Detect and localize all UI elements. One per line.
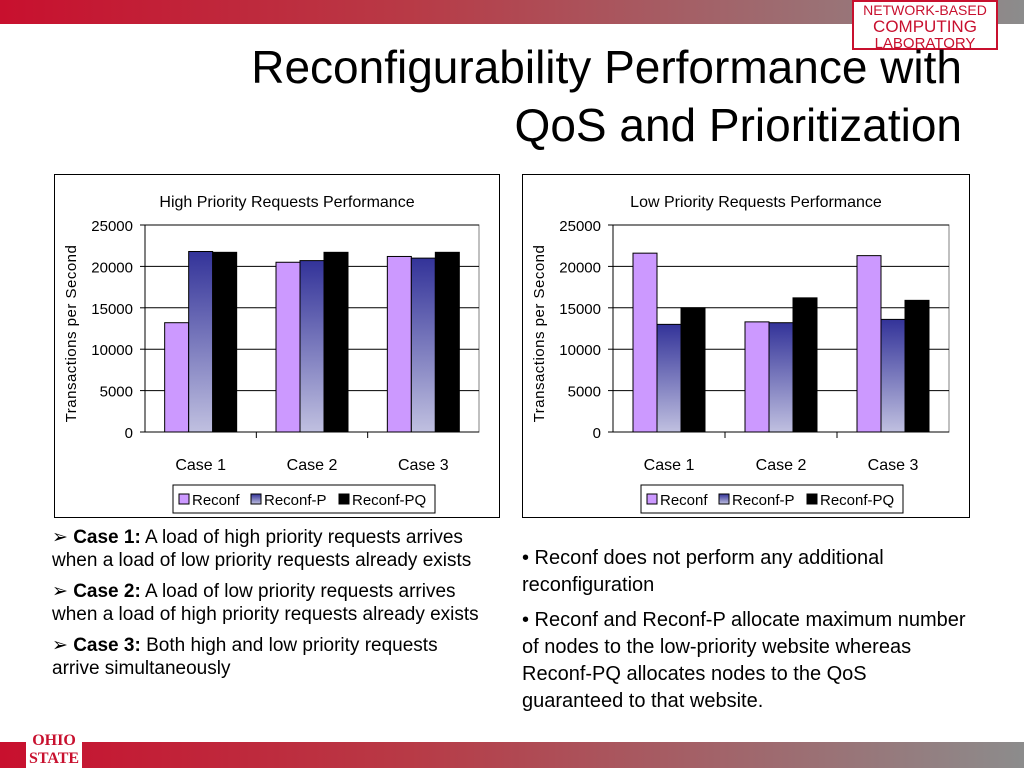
y-tick-label: 15000 — [559, 301, 601, 318]
y-tick-label: 0 — [125, 425, 133, 442]
case-3-label: Case 3: — [73, 635, 141, 656]
legend-label: Reconf-PQ — [820, 492, 894, 509]
x-category-label: Case 2 — [756, 457, 807, 474]
bar-reconf-pq — [212, 251, 238, 433]
y-tick-label: 20000 — [559, 259, 601, 276]
bar-reconf — [386, 255, 412, 433]
observation-2: • Reconf and Reconf-P allocate maximum n… — [522, 609, 966, 712]
ohio-state-logo: OHIO STATE — [26, 726, 82, 768]
observation-1: • Reconf does not perform any additional… — [522, 547, 884, 596]
slide-title: Reconfigurability Performance with QoS a… — [251, 38, 962, 154]
legend-box — [640, 484, 904, 514]
bar-reconf-p — [299, 260, 325, 433]
high-priority-chart: High Priority Requests Performance Transa… — [54, 174, 500, 518]
y-tick-label: 10000 — [559, 342, 601, 359]
bar-reconf — [164, 322, 190, 433]
bar-reconf-pq — [792, 297, 818, 433]
case-1-label: Case 1: — [73, 527, 141, 548]
y-axis-label: Transactions per Second — [63, 245, 80, 423]
y-tick-label: 5000 — [568, 384, 601, 401]
bar-reconf-p — [768, 322, 794, 433]
observations: • Reconf does not perform any additional… — [522, 545, 972, 723]
chart-svg: Low Priority Requests Performance Transac… — [531, 194, 950, 514]
legend-swatch — [338, 493, 350, 505]
case-descriptions: ➢ Case 1: A load of high priority reques… — [52, 526, 482, 688]
legend-swatch — [718, 493, 730, 505]
arrow-bullet-icon: ➢ — [52, 581, 68, 602]
legend-swatch — [178, 493, 190, 505]
bar-reconf-p — [410, 257, 436, 433]
x-category-label: Case 1 — [175, 457, 226, 474]
case-3-text: Both high and low priority requests arri… — [52, 635, 438, 679]
case-1-note: ➢ Case 1: A load of high priority reques… — [52, 526, 482, 572]
y-axis-label: Transactions per Second — [531, 245, 548, 423]
bar-reconf — [744, 321, 770, 433]
case-3-note: ➢ Case 3: Both high and low priority req… — [52, 634, 482, 680]
logo-line-3: LABORATORY — [874, 35, 976, 52]
legend-label: Reconf-P — [264, 492, 327, 509]
x-category-label: Case 3 — [868, 457, 919, 474]
legend-box — [172, 484, 436, 514]
x-category-label: Case 2 — [287, 457, 338, 474]
arrow-bullet-icon: ➢ — [52, 635, 68, 656]
y-tick-label: 25000 — [559, 218, 601, 235]
chart-title: High Priority Requests Performance — [159, 194, 414, 211]
y-tick-label: 10000 — [91, 342, 133, 359]
bar-reconf-pq — [680, 307, 706, 433]
legend-swatch — [646, 493, 658, 505]
low-priority-chart: Low Priority Requests Performance Transac… — [522, 174, 970, 518]
bar-reconf — [632, 252, 658, 433]
y-tick-label: 20000 — [91, 259, 133, 276]
bottom-accent-bar — [0, 742, 1024, 768]
slide-title-line-2: QoS and Prioritization — [514, 99, 962, 151]
legend-swatch — [806, 493, 818, 505]
bar-reconf-pq — [323, 251, 349, 433]
osu-logo-line-2: STATE — [29, 750, 79, 767]
logo-line-1: NETWORK-BASED — [863, 2, 987, 18]
bar-reconf-pq — [434, 251, 460, 433]
bar-reconf-p — [188, 250, 214, 433]
y-tick-label: 15000 — [91, 301, 133, 318]
nbcl-logo: NETWORK-BASED COMPUTING LABORATORY — [852, 0, 998, 52]
chart-svg: High Priority Requests Performance Transa… — [63, 194, 480, 514]
x-category-label: Case 3 — [398, 457, 449, 474]
bar-reconf-p — [656, 323, 682, 433]
case-2-text: A load of low priority requests arrives … — [52, 581, 479, 625]
case-2-note: ➢ Case 2: A load of low priority request… — [52, 580, 482, 626]
case-2-label: Case 2: — [73, 581, 141, 602]
case-1-text: A load of high priority requests arrives… — [52, 527, 472, 571]
legend-label: Reconf-P — [732, 492, 795, 509]
legend-label: Reconf — [192, 492, 240, 509]
bar-reconf — [856, 255, 882, 433]
osu-logo-line-1: OHIO — [32, 732, 76, 749]
legend-label: Reconf — [660, 492, 708, 509]
bar-reconf-pq — [904, 299, 930, 433]
bar-reconf — [275, 261, 301, 433]
y-tick-label: 5000 — [100, 384, 133, 401]
bar-reconf-p — [880, 318, 906, 433]
logo-line-2: COMPUTING — [873, 17, 977, 36]
x-category-label: Case 1 — [644, 457, 695, 474]
slide-title-line-1: Reconfigurability Performance with — [251, 41, 962, 93]
y-tick-label: 25000 — [91, 218, 133, 235]
legend-label: Reconf-PQ — [352, 492, 426, 509]
arrow-bullet-icon: ➢ — [52, 527, 68, 548]
y-tick-label: 0 — [593, 425, 601, 442]
chart-title: Low Priority Requests Performance — [630, 194, 882, 211]
legend-swatch — [250, 493, 262, 505]
